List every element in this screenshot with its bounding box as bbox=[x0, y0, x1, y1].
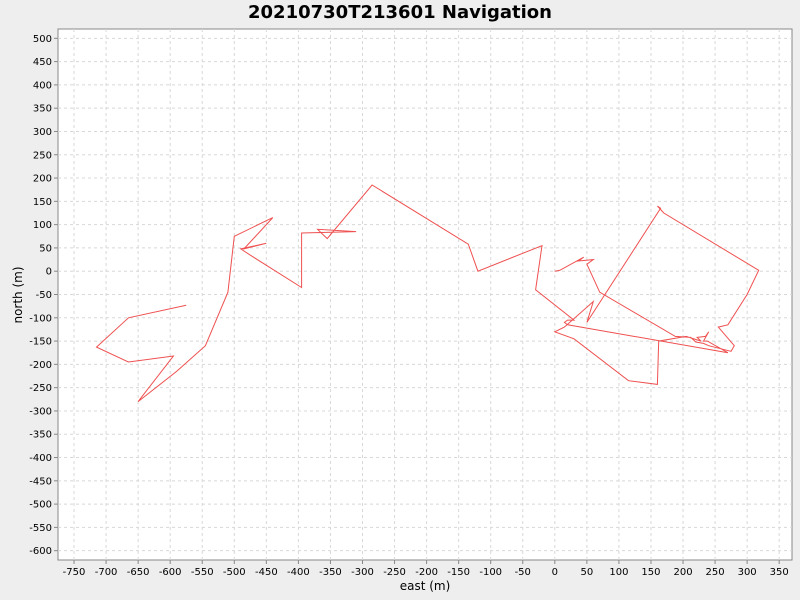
y-tick-label: -300 bbox=[29, 406, 52, 417]
y-tick-label: -450 bbox=[29, 476, 52, 487]
y-tick-label: -400 bbox=[29, 453, 52, 464]
y-tick-label: 250 bbox=[33, 150, 52, 161]
x-axis-ticks: -750 -700 -650 -600 -550 -500 -450 -400 -350 -300… bbox=[63, 560, 789, 578]
y-tick-label: 400 bbox=[33, 80, 52, 91]
x-tick-label: 300 bbox=[738, 567, 757, 578]
x-tick-label: 50 bbox=[580, 567, 593, 578]
x-tick-label: 100 bbox=[609, 567, 628, 578]
y-tick-label: -100 bbox=[29, 313, 52, 324]
x-tick-label: -450 bbox=[255, 567, 278, 578]
y-tick-label: 450 bbox=[33, 57, 52, 68]
x-tick-label: -200 bbox=[415, 567, 438, 578]
y-tick-label: 500 bbox=[33, 34, 52, 45]
y-tick-label: -600 bbox=[29, 546, 52, 557]
x-tick-label: -750 bbox=[63, 567, 86, 578]
y-tick-label: 300 bbox=[33, 127, 52, 138]
x-tick-label: -250 bbox=[383, 567, 406, 578]
x-axis-label: east (m) bbox=[400, 579, 451, 593]
y-tick-label: 100 bbox=[33, 220, 52, 231]
x-tick-label: -50 bbox=[515, 567, 531, 578]
series-layer bbox=[95, 184, 760, 402]
x-tick-label: -500 bbox=[223, 567, 246, 578]
x-tick-label: 250 bbox=[706, 567, 725, 578]
x-tick-label: -600 bbox=[159, 567, 182, 578]
chart-title: 20210730T213601 Navigation bbox=[248, 2, 552, 23]
x-tick-label: -400 bbox=[287, 567, 310, 578]
x-tick-label: 350 bbox=[770, 567, 789, 578]
x-tick-label: -100 bbox=[479, 567, 502, 578]
y-axis-label: north (m) bbox=[11, 266, 25, 323]
grid-layer bbox=[58, 29, 792, 560]
y-tick-label: -250 bbox=[29, 383, 52, 394]
x-tick-label: -650 bbox=[127, 567, 150, 578]
y-tick-label: 200 bbox=[33, 174, 52, 185]
navigation-track-line bbox=[95, 184, 760, 402]
x-tick-label: 200 bbox=[673, 567, 692, 578]
y-tick-label: 350 bbox=[33, 104, 52, 115]
x-tick-label: 0 bbox=[552, 567, 558, 578]
x-tick-label: -700 bbox=[95, 567, 118, 578]
x-tick-label: -550 bbox=[191, 567, 214, 578]
y-tick-label: 150 bbox=[33, 197, 52, 208]
x-tick-label: -350 bbox=[319, 567, 342, 578]
x-tick-label: -150 bbox=[447, 567, 470, 578]
y-axis-ticks: 500450400350300250200150100500-50-100-15… bbox=[29, 34, 58, 557]
x-tick-label: -300 bbox=[351, 567, 374, 578]
y-tick-label: -150 bbox=[29, 337, 52, 348]
y-tick-label: 50 bbox=[39, 243, 52, 254]
y-tick-label: -50 bbox=[36, 290, 52, 301]
y-tick-label: -500 bbox=[29, 500, 52, 511]
y-tick-label: -350 bbox=[29, 430, 52, 441]
x-tick-label: 150 bbox=[641, 567, 660, 578]
y-tick-label: 0 bbox=[46, 267, 52, 278]
y-tick-label: -200 bbox=[29, 360, 52, 371]
y-tick-label: -550 bbox=[29, 523, 52, 534]
